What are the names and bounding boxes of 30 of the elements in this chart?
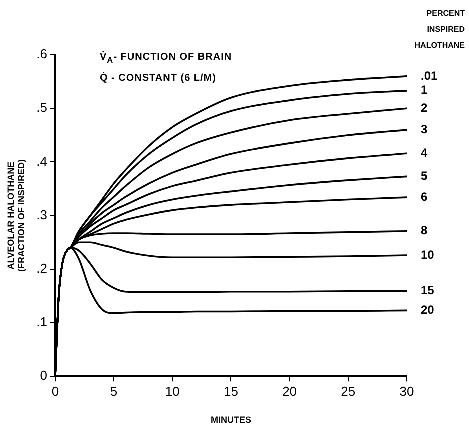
- x-tick-label: 15: [224, 384, 238, 399]
- x-tick-label: 25: [341, 384, 356, 399]
- x-tick-label: 10: [165, 384, 180, 399]
- series-label: 20: [421, 302, 435, 317]
- y-axis-title: ALVEOLAR HALOTHANE (FRACTION OF INSPIRED): [6, 160, 27, 272]
- series-label: 3: [421, 122, 428, 136]
- y-tick-label: .2: [36, 260, 48, 276]
- x-tick-label: 5: [110, 384, 118, 399]
- legend-title: PERCENT INSPIRED HALOTHANE: [414, 9, 466, 50]
- y-tick-label: .6: [36, 46, 48, 62]
- annotation: V̇$_{A}$- FUNCTION OF BRAIN: [100, 52, 232, 65]
- series-label: 6: [421, 190, 428, 204]
- series-label: 8: [421, 224, 428, 238]
- series-label: 5: [421, 168, 428, 183]
- y-tick-label: .4: [36, 154, 48, 169]
- annotation: Q̇ - CONSTANT (6 L/M): [100, 73, 216, 84]
- y-tick-label: .1: [36, 314, 48, 330]
- y-tick-label: .5: [36, 100, 48, 116]
- y-tick-label: .3: [36, 207, 48, 222]
- x-tick-label: 20: [282, 384, 298, 399]
- series-label: .01: [421, 68, 438, 83]
- series-label: 1: [421, 83, 428, 98]
- series-label: 2: [421, 100, 428, 115]
- y-tick-label: 0: [40, 368, 48, 384]
- x-axis-title: MINUTES: [210, 415, 252, 426]
- x-tick-label: 30: [400, 384, 414, 399]
- series-label: 4: [421, 146, 428, 160]
- x-tick-label: 0: [52, 384, 60, 399]
- series-label: 10: [421, 248, 435, 262]
- series-label: 15: [421, 284, 435, 298]
